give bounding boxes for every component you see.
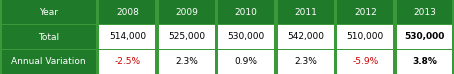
Text: 530,000: 530,000	[405, 32, 444, 42]
Text: 2009: 2009	[175, 8, 198, 17]
Bar	[397, 25, 452, 49]
Bar	[278, 0, 334, 24]
Text: 2012: 2012	[354, 8, 377, 17]
Text: 2011: 2011	[294, 8, 317, 17]
Bar	[397, 50, 452, 74]
Bar	[337, 25, 393, 49]
Text: 525,000: 525,000	[168, 32, 205, 42]
Text: 2.3%: 2.3%	[175, 57, 198, 66]
Bar	[2, 0, 96, 24]
Text: 2010: 2010	[235, 8, 258, 17]
Bar	[159, 0, 215, 24]
Bar	[337, 50, 393, 74]
Bar	[278, 25, 334, 49]
Bar	[99, 50, 155, 74]
Bar	[159, 25, 215, 49]
Text: 514,000: 514,000	[109, 32, 146, 42]
Text: -2.5%: -2.5%	[114, 57, 140, 66]
Text: Annual Variation: Annual Variation	[11, 57, 86, 66]
Bar	[218, 50, 274, 74]
Bar	[99, 25, 155, 49]
Text: 530,000: 530,000	[227, 32, 265, 42]
Bar	[337, 0, 393, 24]
Bar	[159, 50, 215, 74]
Text: Total: Total	[38, 32, 59, 42]
Text: 3.8%: 3.8%	[412, 57, 437, 66]
Bar	[2, 25, 96, 49]
Bar	[278, 50, 334, 74]
Text: 2013: 2013	[413, 8, 436, 17]
Text: 510,000: 510,000	[346, 32, 384, 42]
Text: 542,000: 542,000	[287, 32, 324, 42]
Text: 2008: 2008	[116, 8, 139, 17]
Text: -5.9%: -5.9%	[352, 57, 378, 66]
Text: 2.3%: 2.3%	[294, 57, 317, 66]
Bar	[218, 25, 274, 49]
Bar	[99, 0, 155, 24]
Text: 0.9%: 0.9%	[235, 57, 258, 66]
Bar	[397, 0, 452, 24]
Text: Year: Year	[39, 8, 58, 17]
Bar	[218, 0, 274, 24]
Bar	[2, 50, 96, 74]
